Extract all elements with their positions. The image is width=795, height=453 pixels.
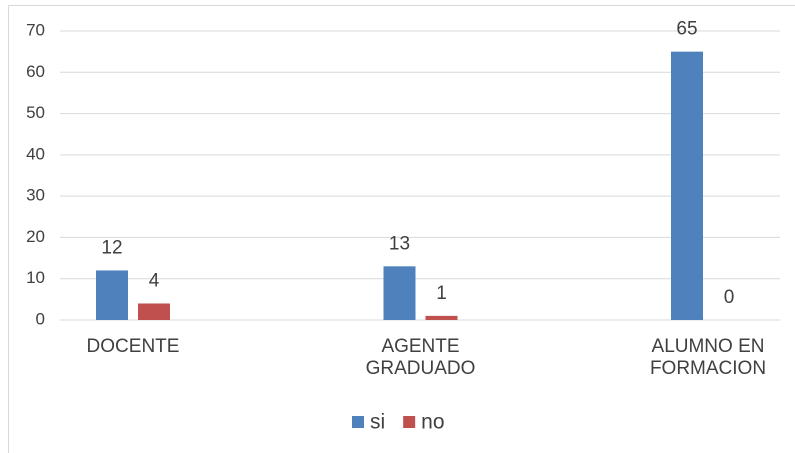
bar — [96, 270, 128, 320]
legend-label: si — [370, 411, 385, 434]
y-tick-label: 0 — [36, 309, 45, 328]
legend-swatch — [352, 416, 364, 428]
bar — [383, 266, 416, 320]
x-tick-label: AGENTE GRADUADO — [365, 336, 476, 379]
data-label: 13 — [389, 233, 410, 254]
legend-label: no — [421, 411, 444, 434]
bar — [671, 51, 703, 321]
data-label: 65 — [676, 19, 697, 40]
data-label: 1 — [436, 283, 447, 304]
data-label: 12 — [101, 237, 122, 258]
data-label: 0 — [724, 287, 735, 308]
y-tick-label: 50 — [26, 103, 45, 122]
x-tick-label: DOCENTE — [86, 336, 180, 357]
data-label: 4 — [149, 271, 160, 292]
y-tick-label: 40 — [26, 144, 45, 163]
y-tick-label: 60 — [26, 62, 45, 81]
y-tick-label: 70 — [26, 20, 45, 39]
y-tick-label: 20 — [26, 227, 45, 246]
legend-swatch — [403, 416, 416, 428]
bar — [425, 315, 458, 320]
y-tick-label: 30 — [26, 186, 45, 205]
y-tick-label: 10 — [26, 268, 45, 287]
x-tick-label: ALUMNO EN FORMACION — [649, 336, 767, 379]
bar — [138, 303, 170, 320]
chart-border — [8, 5, 795, 453]
